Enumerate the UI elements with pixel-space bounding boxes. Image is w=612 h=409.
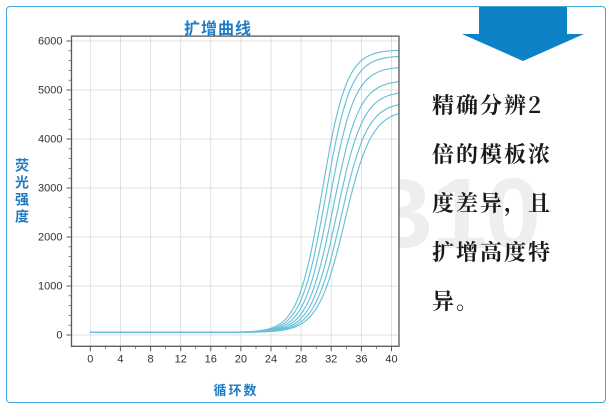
svg-text:6000: 6000 bbox=[38, 36, 62, 48]
svg-text:3000: 3000 bbox=[38, 183, 62, 195]
svg-text:16: 16 bbox=[205, 353, 217, 365]
svg-text:28: 28 bbox=[295, 353, 307, 365]
svg-text:40: 40 bbox=[385, 353, 397, 365]
svg-text:4000: 4000 bbox=[38, 134, 62, 146]
svg-text:32: 32 bbox=[325, 353, 337, 365]
svg-text:24: 24 bbox=[265, 353, 277, 365]
svg-text:8: 8 bbox=[148, 353, 154, 365]
svg-text:1000: 1000 bbox=[38, 281, 62, 293]
svg-text:2000: 2000 bbox=[38, 232, 62, 244]
svg-text:0: 0 bbox=[56, 330, 62, 342]
svg-text:0: 0 bbox=[87, 353, 93, 365]
svg-text:36: 36 bbox=[355, 353, 367, 365]
svg-text:4: 4 bbox=[117, 353, 123, 365]
svg-text:12: 12 bbox=[175, 353, 187, 365]
svg-text:20: 20 bbox=[235, 353, 247, 365]
svg-text:5000: 5000 bbox=[38, 85, 62, 97]
